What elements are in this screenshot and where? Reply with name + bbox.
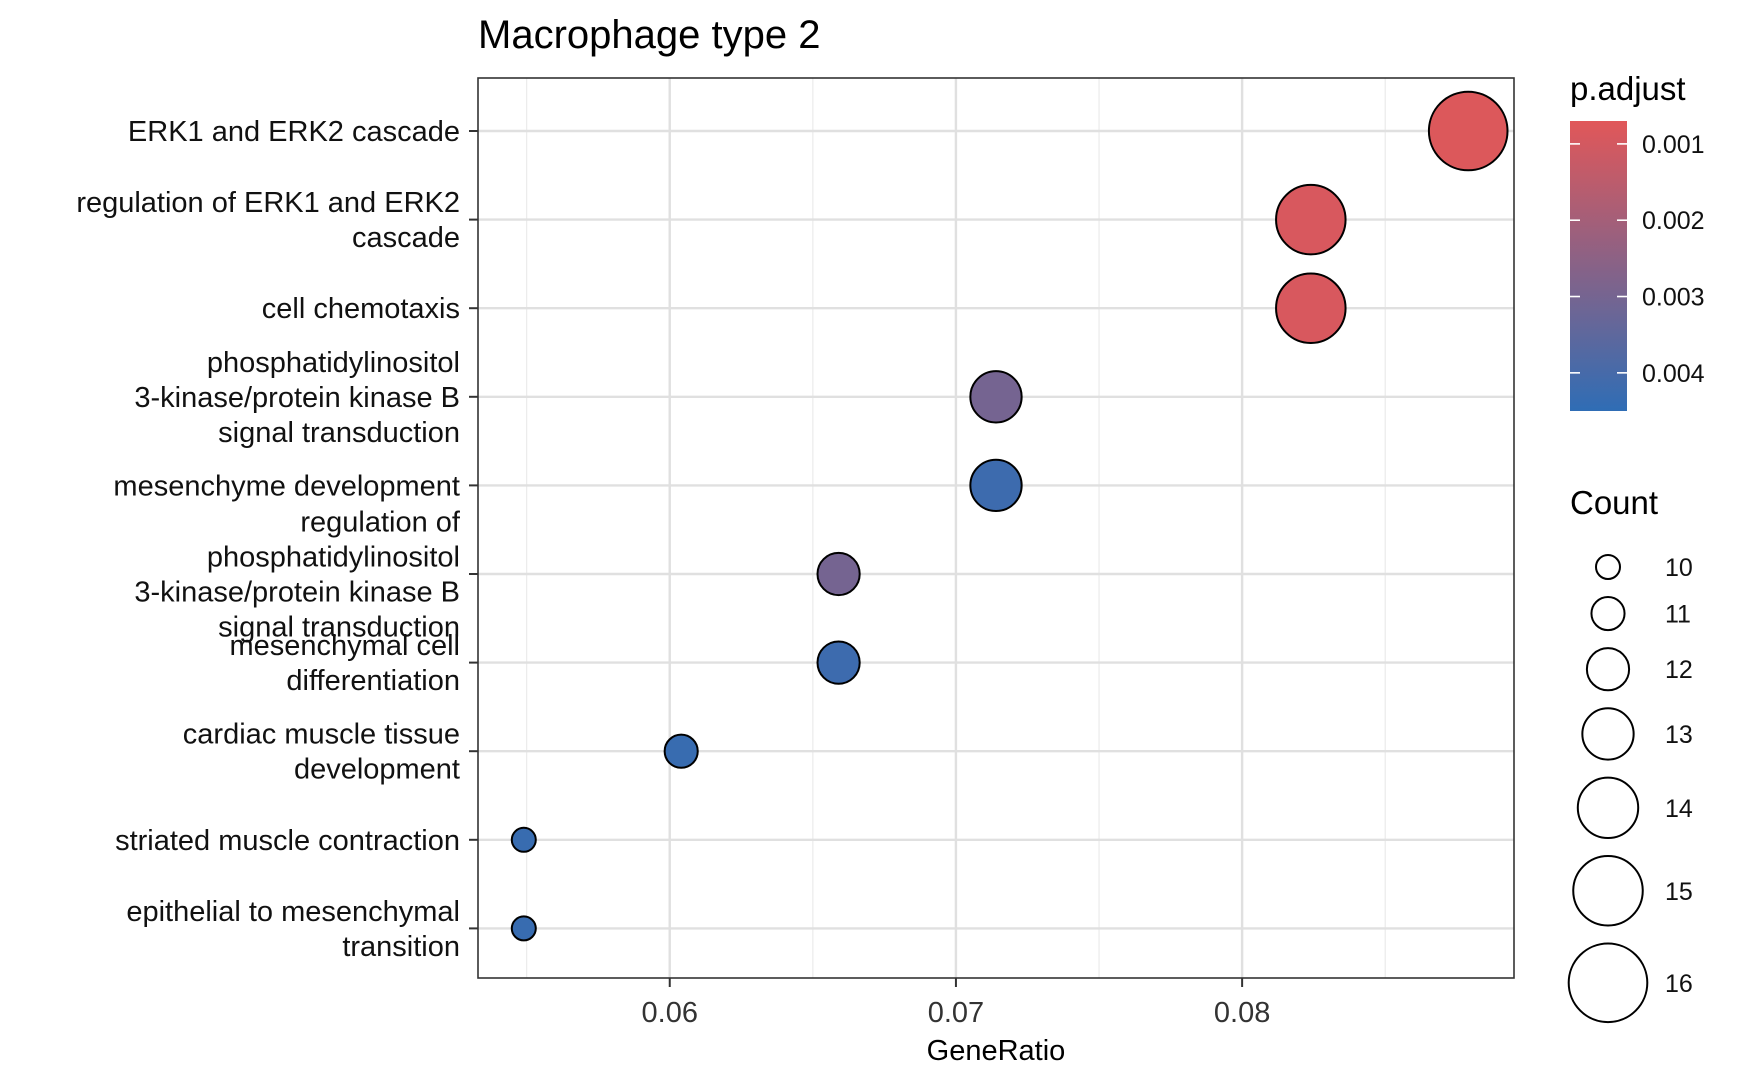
color-bar <box>1570 121 1627 411</box>
size-legend-key <box>1595 554 1621 580</box>
color-legend-label: 0.004 <box>1642 360 1705 388</box>
y-axis-label-line: development <box>294 754 460 786</box>
data-point <box>969 370 1023 424</box>
data-point <box>816 551 861 597</box>
size-legend: Count 10 11 12 13 14 15 16 <box>1567 484 1693 1024</box>
y-axis-label-line: regulation of <box>300 507 461 539</box>
size-legend-key <box>1567 942 1649 1024</box>
data-point <box>816 640 861 685</box>
y-axis-label-line: mesenchyme development <box>113 470 460 502</box>
size-legend-key <box>1572 855 1644 927</box>
x-axis-title: GeneRatio <box>927 1035 1066 1067</box>
size-legend-label: 16 <box>1665 970 1693 998</box>
color-legend-label: 0.001 <box>1642 131 1705 159</box>
panel-border <box>477 77 1515 979</box>
size-legend-key <box>1581 707 1635 761</box>
data-point <box>510 826 537 853</box>
y-axis-label-line: epithelial to mesenchymal <box>126 896 460 928</box>
y-axis-label: regulation of phosphatidylinositol 3-kinas… <box>134 507 461 644</box>
size-legend-label: 13 <box>1665 721 1693 749</box>
y-axis-label-line: striated muscle contraction <box>115 825 460 857</box>
y-axis-label-line: phosphatidylinositol <box>207 347 460 379</box>
color-legend-label: 0.003 <box>1642 284 1705 312</box>
y-axis-label: phosphatidylinositol 3-kinase/protein kin… <box>134 347 460 449</box>
y-axis-label-line: cardiac muscle tissue <box>183 719 460 751</box>
y-axis-label: ERK1 and ERK2 cascade <box>128 116 460 148</box>
y-axis-label: regulation of ERK1 and ERK2 cascade <box>76 187 460 254</box>
y-axis-label-line: signal transduction <box>218 417 460 449</box>
y-axis-label: epithelial to mesenchymal transition <box>126 896 460 963</box>
data-point <box>1427 90 1509 172</box>
y-axis-label-line: cascade <box>352 222 460 254</box>
y-axis-label: cell chemotaxis <box>262 293 460 325</box>
size-legend-label: 11 <box>1665 601 1691 629</box>
y-axis-label-line: 3-kinase/protein kinase B <box>134 382 460 414</box>
data-point <box>1275 272 1347 344</box>
data-point <box>510 915 537 942</box>
color-legend: p.adjust 0.001 0.002 0.003 0.004 <box>1570 70 1705 411</box>
x-axis: 0.06 0.07 0.08 <box>642 978 1270 1029</box>
y-axis-label-line: signal transduction <box>218 612 460 644</box>
y-axis: ERK1 and ERK2 cascade regulation of ERK1 … <box>76 116 478 963</box>
y-axis-label: cardiac muscle tissue development <box>183 719 460 786</box>
x-axis-tick-label: 0.07 <box>928 997 984 1029</box>
size-legend-label: 14 <box>1665 795 1693 823</box>
y-axis-label-line: 3-kinase/protein kinase B <box>134 577 460 609</box>
size-legend-label: 10 <box>1665 554 1693 582</box>
y-axis-label-line: regulation of ERK1 and ERK2 <box>76 187 460 219</box>
data-point <box>969 458 1023 513</box>
y-axis-label: striated muscle contraction <box>115 825 460 857</box>
color-legend-label: 0.002 <box>1642 207 1705 235</box>
points-layer <box>510 90 1509 942</box>
y-axis-label-line: ERK1 and ERK2 cascade <box>128 116 460 148</box>
y-axis-label-line: cell chemotaxis <box>262 293 460 325</box>
panel-background <box>478 78 1514 978</box>
data-point <box>663 733 699 769</box>
size-legend-key <box>1590 596 1626 632</box>
grid-layer <box>478 78 1514 978</box>
size-legend-title: Count <box>1570 484 1658 521</box>
y-axis-label-line: phosphatidylinositol <box>207 542 460 574</box>
color-legend-title: p.adjust <box>1570 70 1686 107</box>
size-legend-key <box>1585 647 1631 692</box>
y-axis-label: mesenchymal cell differentiation <box>230 630 460 697</box>
y-axis-label: mesenchyme development <box>113 470 460 502</box>
y-axis-label-line: transition <box>342 931 460 963</box>
data-point <box>1275 183 1347 256</box>
chart-title: Macrophage type 2 <box>478 13 820 57</box>
y-axis-label-line: differentiation <box>286 665 460 697</box>
size-legend-label: 12 <box>1665 656 1693 684</box>
size-legend-label: 15 <box>1665 878 1693 906</box>
x-axis-tick-label: 0.08 <box>1214 997 1270 1029</box>
size-legend-key <box>1576 776 1640 839</box>
y-axis-label-line: mesenchymal cell <box>230 630 460 662</box>
x-axis-tick-label: 0.06 <box>642 997 698 1029</box>
